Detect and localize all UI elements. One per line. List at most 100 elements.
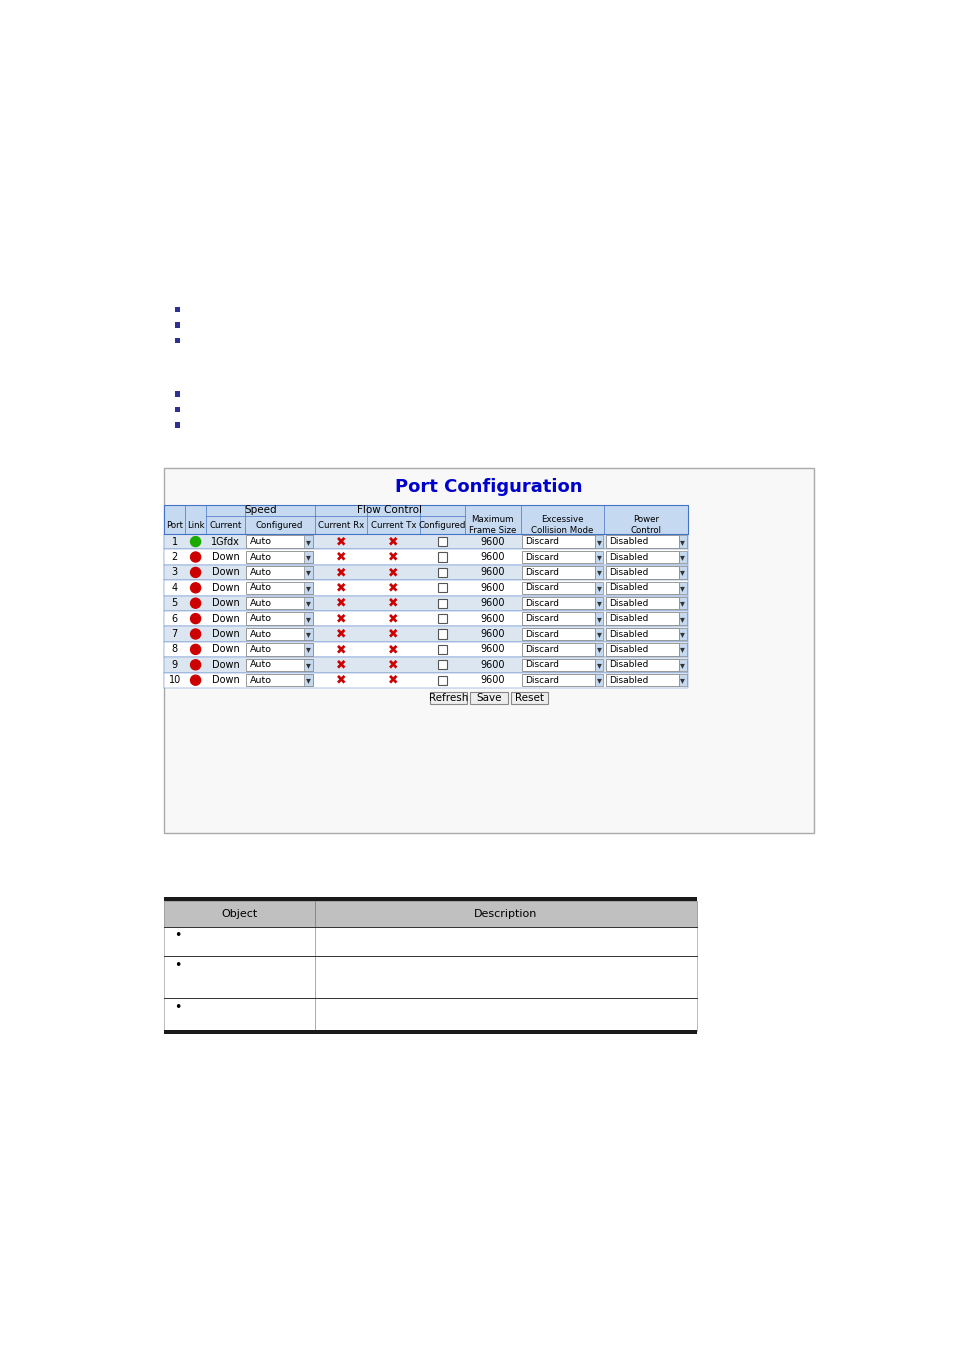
Text: ✖: ✖ — [388, 566, 398, 579]
Text: ▾: ▾ — [596, 629, 600, 639]
Circle shape — [191, 536, 200, 547]
Bar — [595, 674, 602, 686]
Text: ▾: ▾ — [306, 614, 311, 624]
Text: ▾: ▾ — [596, 644, 600, 655]
Circle shape — [191, 614, 200, 624]
Bar — [437, 675, 447, 684]
Text: 6: 6 — [172, 614, 177, 624]
Text: •: • — [174, 958, 182, 972]
Text: Auto: Auto — [249, 660, 272, 670]
Bar — [303, 659, 313, 671]
Bar — [246, 643, 313, 656]
Text: Disabled: Disabled — [608, 676, 648, 684]
Bar — [164, 580, 687, 595]
Bar — [437, 568, 447, 576]
Bar — [595, 551, 602, 563]
Text: Discard: Discard — [525, 614, 558, 624]
Bar — [164, 672, 687, 688]
Text: 9600: 9600 — [480, 614, 504, 624]
Bar — [595, 566, 602, 579]
Bar — [521, 566, 595, 579]
Bar — [595, 628, 602, 640]
Bar — [605, 613, 679, 625]
Text: ▾: ▾ — [596, 552, 600, 562]
Text: Auto: Auto — [249, 583, 272, 593]
Bar — [164, 641, 687, 657]
Text: Description: Description — [474, 909, 537, 919]
Bar — [174, 306, 180, 312]
Text: ✖: ✖ — [335, 597, 346, 610]
Text: ▾: ▾ — [679, 660, 684, 670]
Text: Current: Current — [209, 521, 241, 529]
Bar — [246, 566, 313, 579]
Bar — [595, 643, 602, 656]
Circle shape — [191, 675, 200, 686]
Text: Disabled: Disabled — [608, 614, 648, 624]
Text: 1: 1 — [172, 536, 177, 547]
Text: ▾: ▾ — [596, 675, 600, 686]
Text: ▾: ▾ — [679, 675, 684, 686]
Bar — [605, 582, 679, 594]
Text: Disabled: Disabled — [608, 598, 648, 608]
Text: ▾: ▾ — [679, 629, 684, 639]
Text: ▾: ▾ — [306, 629, 311, 639]
Circle shape — [191, 598, 200, 609]
Text: 8: 8 — [172, 644, 177, 655]
Text: 9600: 9600 — [480, 675, 504, 686]
Bar — [303, 674, 313, 686]
Bar — [164, 505, 687, 533]
Text: ✖: ✖ — [388, 597, 398, 610]
Text: Maximum
Frame Size: Maximum Frame Size — [469, 516, 516, 535]
Bar — [164, 595, 687, 612]
Text: ▾: ▾ — [679, 598, 684, 609]
Text: ✖: ✖ — [388, 551, 398, 563]
Text: 1Gfdx: 1Gfdx — [211, 536, 239, 547]
Text: ▾: ▾ — [679, 644, 684, 655]
Text: Disabled: Disabled — [608, 568, 648, 576]
Text: ✖: ✖ — [388, 674, 398, 687]
Text: Discard: Discard — [525, 537, 558, 547]
Bar — [470, 691, 507, 705]
Bar — [605, 536, 679, 548]
Bar — [164, 533, 687, 549]
Text: Down: Down — [212, 660, 239, 670]
Bar — [246, 582, 313, 594]
Bar — [605, 597, 679, 609]
Bar — [521, 613, 595, 625]
Text: ✖: ✖ — [388, 659, 398, 671]
Bar — [679, 628, 686, 640]
Text: Auto: Auto — [249, 629, 272, 639]
Bar — [164, 612, 687, 626]
Bar — [303, 551, 313, 563]
Bar — [679, 659, 686, 671]
Text: Discard: Discard — [525, 568, 558, 576]
Text: Down: Down — [212, 598, 239, 609]
Text: Reset: Reset — [515, 693, 543, 703]
Text: ✖: ✖ — [335, 535, 346, 548]
Bar — [510, 691, 547, 705]
Bar — [521, 597, 595, 609]
Bar — [521, 659, 595, 671]
Bar — [303, 566, 313, 579]
Text: Port Configuration: Port Configuration — [395, 478, 582, 495]
Text: Port: Port — [166, 521, 183, 529]
Bar — [521, 551, 595, 563]
Bar — [679, 566, 686, 579]
Bar — [303, 613, 313, 625]
Text: ▾: ▾ — [306, 660, 311, 670]
Text: ✖: ✖ — [335, 643, 346, 656]
Circle shape — [191, 583, 200, 593]
Text: ✖: ✖ — [388, 582, 398, 594]
Text: Speed: Speed — [244, 505, 276, 516]
Bar — [437, 583, 447, 593]
Bar — [174, 323, 180, 328]
Text: Link: Link — [187, 521, 204, 529]
Text: Down: Down — [212, 644, 239, 655]
Text: ▾: ▾ — [596, 598, 600, 609]
Text: ✖: ✖ — [388, 628, 398, 640]
Bar — [595, 659, 602, 671]
Text: ✖: ✖ — [388, 535, 398, 548]
Text: Discard: Discard — [525, 629, 558, 639]
Bar — [164, 657, 687, 672]
Text: Save: Save — [476, 693, 501, 703]
